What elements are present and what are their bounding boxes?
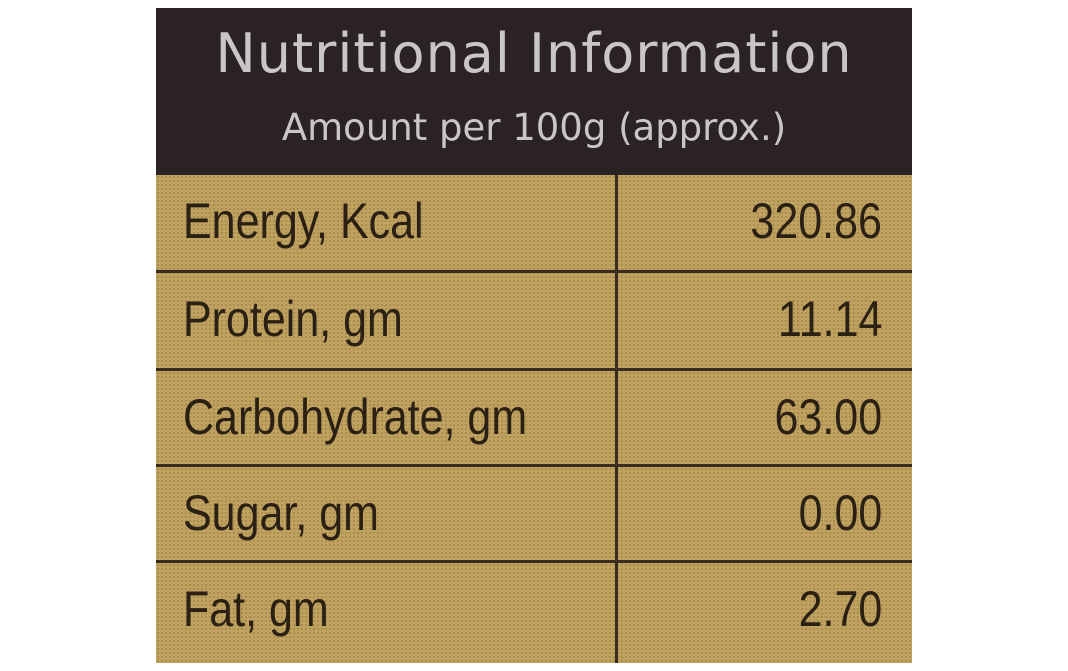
nutrition-label: Nutritional Information Amount per 100g … <box>156 8 912 663</box>
nutrient-name: Fat, gm <box>183 581 329 637</box>
table-row-sugar: Sugar, gm 0.00 <box>156 467 912 559</box>
nutrient-value: 2.70 <box>798 581 882 637</box>
nutrient-name: Protein, gm <box>183 291 403 347</box>
nutrient-name: Sugar, gm <box>183 485 379 541</box>
row-divider <box>156 368 912 371</box>
row-divider <box>156 270 912 273</box>
nutrient-name: Energy, Kcal <box>183 193 424 249</box>
nutrition-table: Energy, Kcal 320.86 Protein, gm 11.14 Ca… <box>156 175 912 663</box>
nutrient-value: 11.14 <box>777 291 882 347</box>
row-divider <box>156 464 912 467</box>
table-row-protein: Protein, gm 11.14 <box>156 273 912 365</box>
nutrient-value: 0.00 <box>798 485 882 541</box>
nutrient-name: Carbohydrate, gm <box>183 389 528 445</box>
nutrient-value: 63.00 <box>774 389 882 445</box>
table-row-fat: Fat, gm 2.70 <box>156 563 912 655</box>
nutrition-subtitle: Amount per 100g (approx.) <box>281 106 787 149</box>
column-divider <box>615 175 618 663</box>
table-row-carbohydrate: Carbohydrate, gm 63.00 <box>156 371 912 463</box>
nutrition-title: Nutritional Information <box>215 22 853 85</box>
nutrient-value: 320.86 <box>750 193 882 249</box>
nutrition-header: Nutritional Information Amount per 100g … <box>156 8 912 175</box>
row-divider <box>156 560 912 563</box>
table-row-energy: Energy, Kcal 320.86 <box>156 175 912 267</box>
